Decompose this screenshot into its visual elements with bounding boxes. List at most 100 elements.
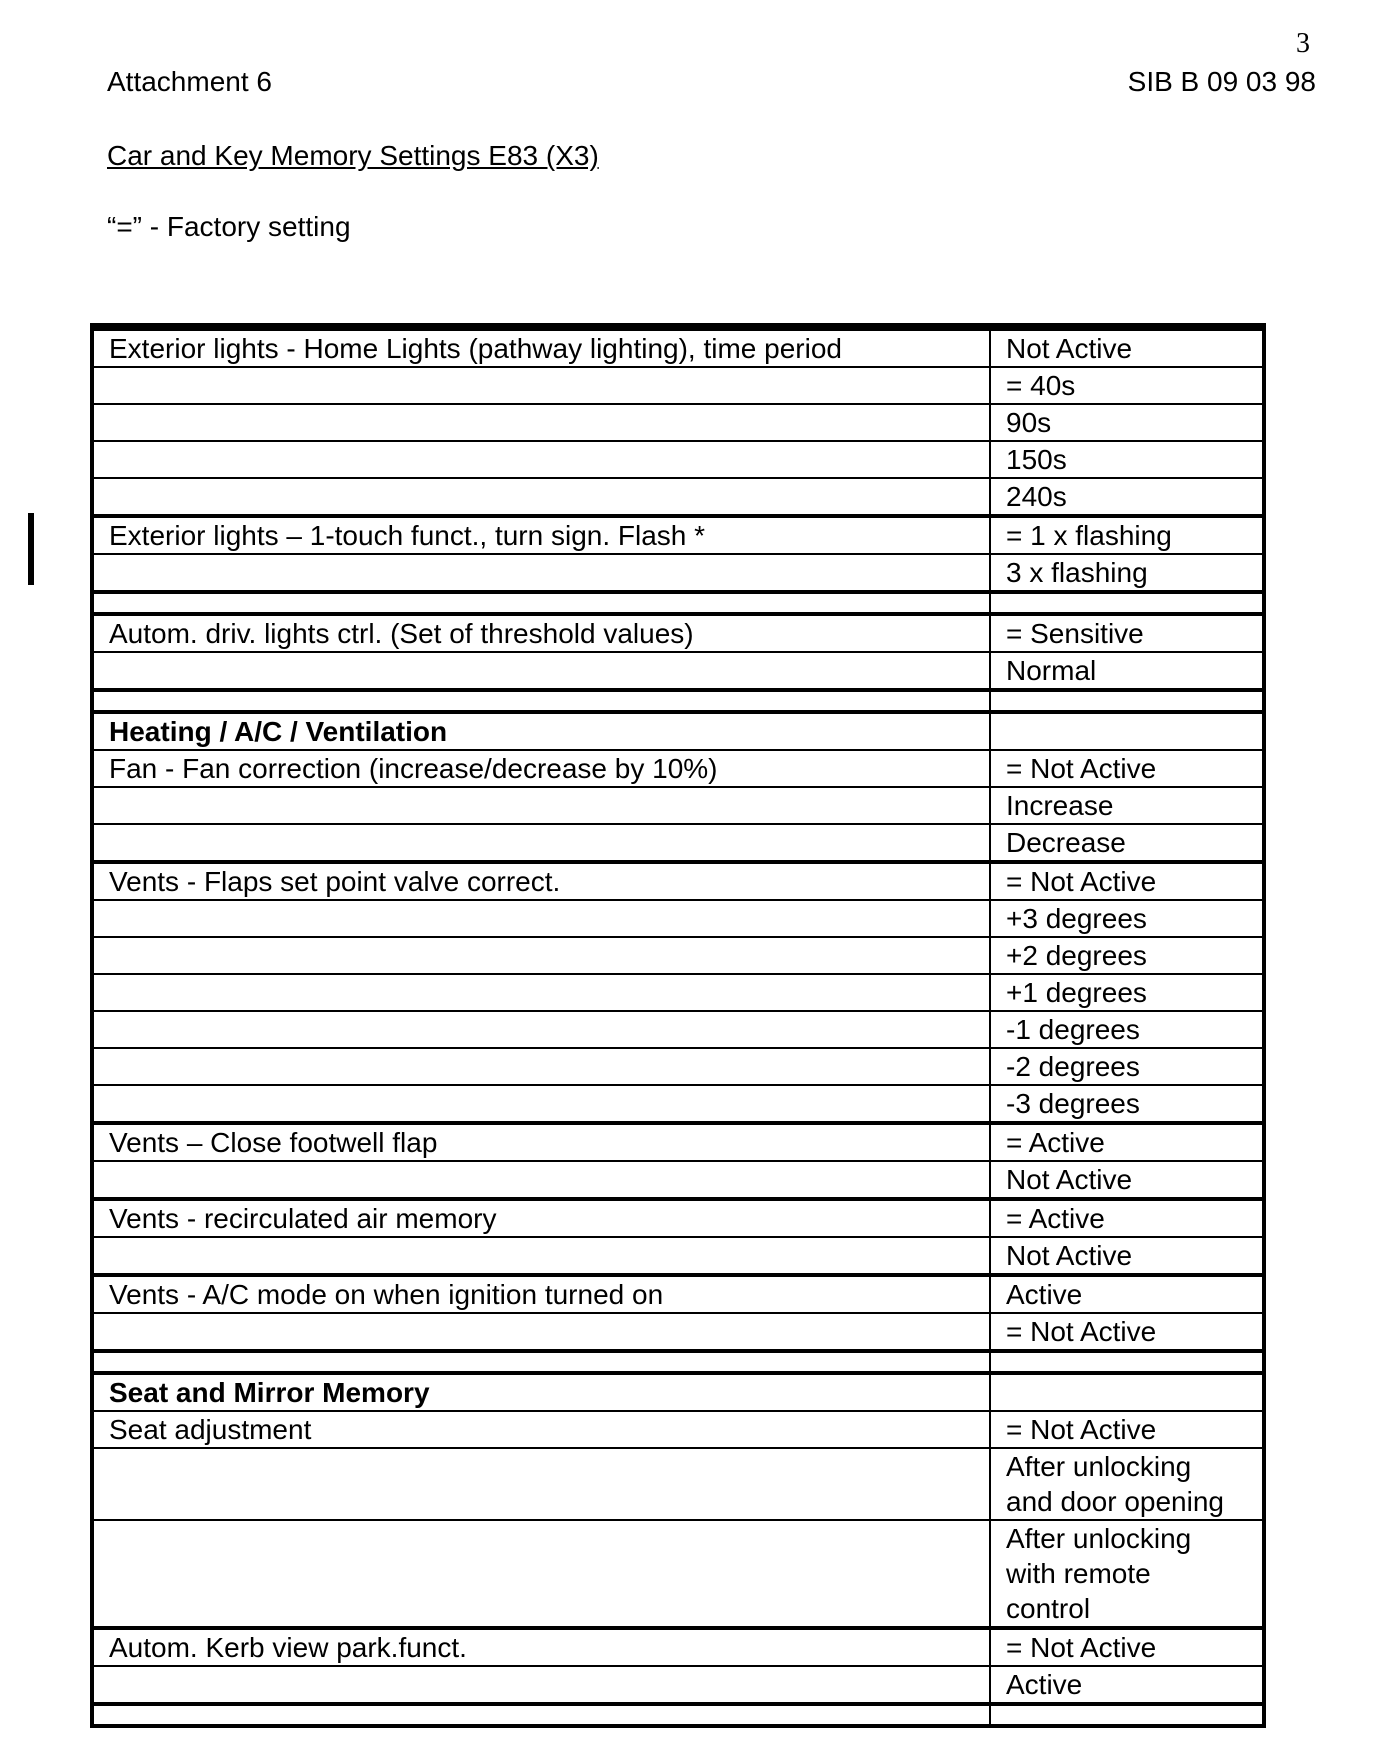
setting-name: [94, 1238, 991, 1273]
section-heading: Seat and Mirror Memory: [94, 1375, 991, 1410]
setting-option: 3 x flashing: [1006, 557, 1148, 588]
setting-option: 150s: [1006, 444, 1067, 475]
setting-option: -3 degrees: [1006, 1088, 1140, 1119]
table-row: Seat adjustment = Not Active: [94, 1410, 1262, 1447]
section-heading: Heating / A/C / Ventilation: [94, 714, 991, 749]
setting-option: [991, 692, 1262, 710]
setting-option: = Not Active: [1006, 866, 1157, 897]
section-heading-row: Heating / A/C / Ventilation: [94, 710, 1262, 749]
setting-option: +1 degrees: [1006, 977, 1147, 1008]
table-row: 90s: [94, 403, 1262, 440]
setting-name: [94, 788, 991, 823]
setting-name: [94, 1086, 991, 1121]
setting-option: Not Active: [1006, 1240, 1133, 1271]
table-row: Fan - Fan correction (increase/decrease …: [94, 749, 1262, 786]
setting-name: Exterior lights – 1-touch funct., turn s…: [94, 518, 991, 553]
table-row: Vents - recirculated air memory = Active: [94, 1197, 1262, 1236]
table-row: Autom. Kerb view park.funct. = Not Active: [94, 1626, 1262, 1665]
setting-name: [94, 594, 991, 612]
setting-name: [94, 479, 991, 514]
table-row: After unlocking and door opening: [94, 1447, 1262, 1519]
setting-name: [94, 1012, 991, 1047]
setting-option: = Sensitive: [1006, 618, 1144, 649]
table-row: +1 degrees: [94, 973, 1262, 1010]
setting-name: [94, 938, 991, 973]
table-row: After unlocking with remote control: [94, 1519, 1262, 1626]
setting-name: [94, 692, 991, 710]
table-row: = 40s: [94, 366, 1262, 403]
setting-option: Not Active: [1006, 1164, 1133, 1195]
setting-option: +2 degrees: [1006, 940, 1147, 971]
setting-name: [94, 1353, 991, 1371]
table-row: -2 degrees: [94, 1047, 1262, 1084]
setting-name: Autom. Kerb view park.funct.: [94, 1630, 991, 1665]
spacer-row: [94, 688, 1262, 710]
setting-name: [94, 901, 991, 936]
setting-option: = Not Active: [1006, 1414, 1157, 1445]
table-row: -1 degrees: [94, 1010, 1262, 1047]
setting-name: [94, 1667, 991, 1702]
table-row: Increase: [94, 786, 1262, 823]
table-row: Vents - A/C mode on when ignition turned…: [94, 1273, 1262, 1312]
setting-option: [991, 714, 1262, 749]
settings-table: Exterior lights - Home Lights (pathway l…: [90, 323, 1266, 1728]
setting-name: [94, 555, 991, 590]
setting-name: [94, 1162, 991, 1197]
table-row: Active: [94, 1665, 1262, 1702]
setting-option: = Not Active: [1006, 1316, 1157, 1347]
setting-name: Vents - recirculated air memory: [94, 1201, 991, 1236]
setting-option: [991, 1353, 1262, 1371]
factory-setting-legend: “=” - Factory setting: [107, 211, 351, 242]
setting-option: Active: [1006, 1669, 1083, 1700]
change-bar: [28, 513, 34, 585]
setting-name: [94, 653, 991, 688]
setting-option: = 1 x flashing: [1006, 520, 1172, 551]
setting-name: [94, 405, 991, 440]
table-row: Autom. driv. lights ctrl. (Set of thresh…: [94, 612, 1262, 651]
setting-name: Vents – Close footwell flap: [94, 1125, 991, 1160]
setting-name: [94, 1521, 991, 1626]
setting-option: = 40s: [1006, 370, 1076, 401]
table-row: Vents - Flaps set point valve correct. = …: [94, 860, 1262, 899]
setting-name: Vents - A/C mode on when ignition turned…: [94, 1277, 991, 1312]
setting-option: After unlocking and door opening: [1006, 1451, 1224, 1517]
table-row: = Not Active: [94, 1312, 1262, 1349]
setting-option: Increase: [1006, 790, 1114, 821]
spacer-row: [94, 1702, 1262, 1724]
setting-option: Not Active: [1006, 333, 1133, 364]
setting-option: 240s: [1006, 481, 1067, 512]
setting-name: Vents - Flaps set point valve correct.: [94, 864, 991, 899]
setting-option: = Not Active: [1006, 1632, 1157, 1663]
table-row: Exterior lights – 1-touch funct., turn s…: [94, 514, 1262, 553]
section-heading-row: Seat and Mirror Memory: [94, 1371, 1262, 1410]
setting-name: [94, 1449, 991, 1519]
setting-option: -2 degrees: [1006, 1051, 1140, 1082]
setting-name: [94, 1049, 991, 1084]
setting-option: [991, 1706, 1262, 1724]
setting-name: [94, 368, 991, 403]
document-reference: SIB B 09 03 98: [1127, 66, 1316, 97]
setting-option: 90s: [1006, 407, 1052, 438]
setting-option: Decrease: [1006, 827, 1126, 858]
setting-option: +3 degrees: [1006, 903, 1147, 934]
setting-option: [991, 594, 1262, 612]
setting-option: = Active: [1006, 1127, 1105, 1158]
setting-option: [991, 1375, 1262, 1410]
setting-name: [94, 442, 991, 477]
table-row: Decrease: [94, 823, 1262, 860]
table-row: Exterior lights - Home Lights (pathway l…: [94, 327, 1262, 366]
table-row: Vents – Close footwell flap = Active: [94, 1121, 1262, 1160]
table-row: 240s: [94, 477, 1262, 514]
setting-name: Autom. driv. lights ctrl. (Set of thresh…: [94, 616, 991, 651]
setting-name: Seat adjustment: [94, 1412, 991, 1447]
setting-name: [94, 1706, 991, 1724]
setting-option: = Active: [1006, 1203, 1105, 1234]
page-number: 3: [1296, 28, 1310, 59]
setting-option: = Not Active: [1006, 753, 1157, 784]
setting-name: [94, 975, 991, 1010]
setting-name: Exterior lights - Home Lights (pathway l…: [94, 331, 991, 366]
page-title: Car and Key Memory Settings E83 (X3): [107, 140, 599, 171]
spacer-row: [94, 1349, 1262, 1371]
setting-option: After unlocking with remote control: [1006, 1523, 1192, 1624]
table-row: 3 x flashing: [94, 553, 1262, 590]
